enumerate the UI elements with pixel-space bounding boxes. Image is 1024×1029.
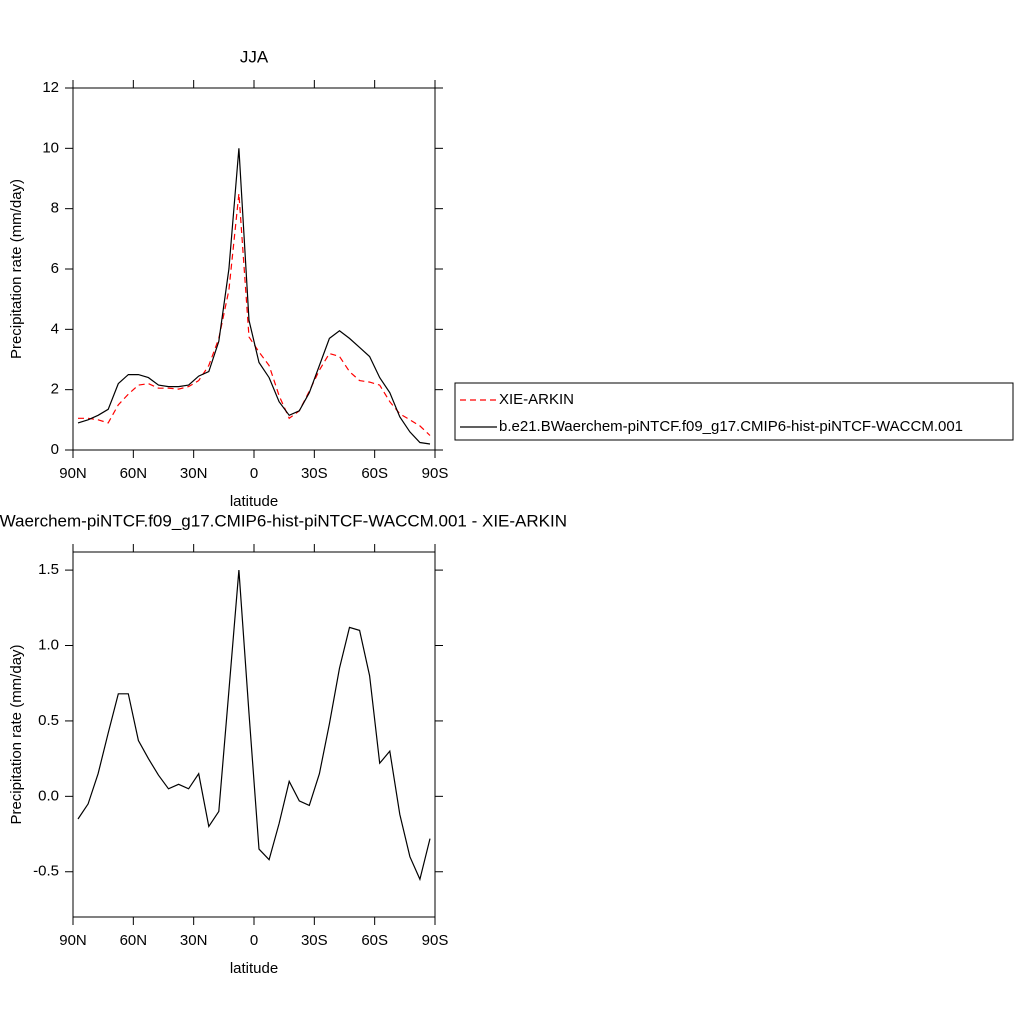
- chart-title: b.e21.BWaerchem-piNTCF.f09_g17.CMIP6-his…: [0, 511, 567, 530]
- y-tick-label: 1.0: [38, 636, 59, 653]
- y-tick-label: 0: [51, 441, 59, 458]
- y-tick-label: 8: [51, 200, 59, 217]
- y-tick-label: 0.5: [38, 712, 59, 729]
- x-tick-label: 30N: [180, 465, 208, 482]
- y-tick-label: 0.0: [38, 787, 59, 804]
- x-tick-label: 0: [250, 932, 258, 949]
- y-tick-label: 6: [51, 260, 59, 277]
- x-tick-label: 30S: [301, 465, 328, 482]
- x-tick-label: 60S: [361, 465, 388, 482]
- data-line: [77, 570, 431, 882]
- y-tick-label: 1.5: [38, 561, 59, 578]
- x-tick-label: 90N: [59, 465, 87, 482]
- chart-title: JJA: [240, 47, 269, 66]
- data-line: [77, 148, 431, 445]
- x-tick-label: 60N: [120, 932, 148, 949]
- x-tick-label: 60N: [120, 465, 148, 482]
- y-tick-label: 10: [42, 139, 59, 156]
- x-tick-label: 30N: [180, 932, 208, 949]
- y-tick-label: 4: [51, 320, 59, 337]
- legend-label: XIE-ARKIN: [499, 391, 574, 408]
- y-tick-label: 12: [42, 79, 59, 96]
- legend-label: b.e21.BWaerchem-piNTCF.f09_g17.CMIP6-his…: [499, 418, 963, 435]
- y-tick-label: 2: [51, 381, 59, 398]
- x-axis-title: latitude: [230, 493, 278, 510]
- x-axis-title: latitude: [230, 960, 278, 977]
- x-tick-label: 30S: [301, 932, 328, 949]
- x-tick-label: 60S: [361, 932, 388, 949]
- data-line: [78, 193, 431, 436]
- y-axis-title: Precipitation rate (mm/day): [8, 644, 25, 824]
- legend-box: [454, 382, 1014, 441]
- plot-frame: [72, 551, 436, 918]
- y-axis-title: Precipitation rate (mm/day): [8, 179, 25, 359]
- x-tick-label: 90N: [59, 932, 87, 949]
- y-tick-label: -0.5: [33, 863, 59, 880]
- x-tick-label: 90S: [422, 932, 449, 949]
- x-tick-label: 90S: [422, 465, 449, 482]
- x-tick-label: 0: [250, 465, 258, 482]
